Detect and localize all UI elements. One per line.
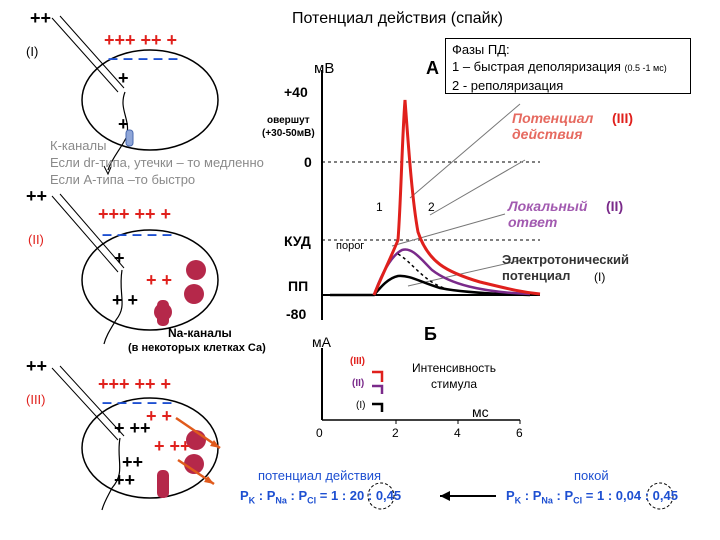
plus-signs: +++ ++ + [104,30,178,50]
local-label: Локальный ответ [508,198,588,230]
na-channels-label: Na-каналы [168,326,232,340]
electro-label: Электротонический потенциал [502,252,629,283]
phase-1-note: (0.5 -1 мс) [624,63,667,73]
plus-signs: +++ ++ + [98,374,172,394]
k-channels-dr: Если dr-типа, утечки – то медленно [50,155,264,170]
ap-caption: потенциал действия [258,468,382,483]
ap-label: Потенциал действия [512,110,594,142]
ratio-markers [367,482,674,510]
cell-2 [51,193,219,345]
phase-2: 2 - реполяризация [452,78,564,93]
rest-ratio: PK : PNa : PCl = 1 : 0,04 : 0,45 [506,488,678,506]
k-channel-icon [125,129,134,147]
minus-signs: – – – – – [108,48,179,68]
plus-signs: + ++ [154,436,191,456]
legend-i: (I) [356,400,366,411]
cell-3-label: (III) [26,392,46,407]
phase-2-marker: 2 [428,200,435,214]
mv-unit: мВ [314,60,335,77]
rest-caption: покой [574,468,609,483]
ap-ratio: PK : PNa : PCl = 1 : 20 : 0,45 [240,488,402,506]
tick-kud: КУД [284,233,311,249]
electro-num: (I) [594,270,606,284]
plus-signs: + [118,114,129,134]
phase-1-marker: 1 [376,200,383,214]
overshoot-label: овершут (+30-50мВ) [262,115,315,139]
na-channel-icon [186,260,206,280]
tick-pp: ПП [288,278,309,294]
legend-iii: (III) [350,356,365,367]
x-tick-0: 0 [316,426,323,440]
phases-title: Фазы ПД: [452,42,510,57]
stimulus-label: Интенсивность стимула [412,361,497,391]
plus-signs: + ++ [114,418,151,438]
plus-signs: + [118,68,129,88]
plus-signs: ++ [26,356,48,376]
action-potential-curve [372,99,541,296]
k-channels-title: К-каналы [50,138,107,153]
plus-signs: + [114,248,125,268]
graph-a [321,70,541,320]
plus-signs: ++ [26,186,48,206]
x-tick-4: 4 [454,426,461,440]
threshold-label: порог [336,240,365,252]
plus-signs: + + [146,270,173,290]
panel-a-label: А [426,58,439,78]
plus-signs: +++ ++ + [98,204,172,224]
cell-1-label: (I) [26,44,39,59]
electrotonic-curve [330,274,531,297]
ap-num: (III) [612,110,633,126]
minus-signs: – – – – – [102,392,173,412]
tick-plus40: +40 [284,84,308,100]
plus-signs: ++ [30,8,52,28]
cell-1 [51,15,219,176]
tick-zero: 0 [304,154,312,170]
plus-signs: ++ [122,452,144,472]
local-num: (II) [606,198,624,214]
x-tick-6: 6 [516,426,523,440]
panel-b-label: Б [424,324,437,344]
phases-box: Фазы ПД: 1 – быстрая деполяризация (0.5 … [445,38,691,94]
diagram-title: Потенциал действия (спайк) [292,10,503,27]
k-channels-a: Если А-типа –то быстро [50,172,196,187]
ms-unit: мс [472,404,489,420]
x-tick-2: 2 [392,426,399,440]
minus-signs: – – – – – [102,224,173,244]
graph-b [321,348,521,424]
ma-unit: мА [312,334,331,350]
plus-signs: ++ [114,470,136,490]
legend-ii: (II) [352,378,365,389]
phase-1: 1 – быстрая деполяризация [452,59,621,74]
plus-signs: + + [146,406,173,426]
cell-3 [51,365,221,511]
na-channels-note: (в некоторых клетках Са) [128,342,266,354]
cell-2-label: (II) [28,232,44,247]
plus-signs: + + [112,290,139,310]
tick-minus80: -80 [286,306,307,322]
